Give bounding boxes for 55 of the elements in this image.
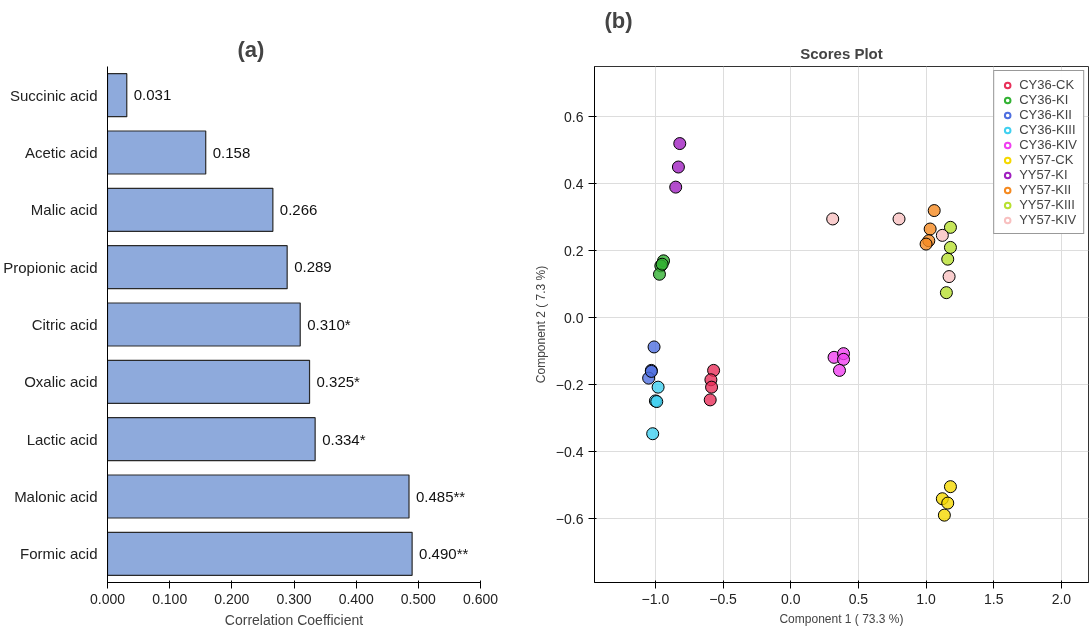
y-tick-label: Lactic acid — [26, 430, 98, 448]
legend-label: YY57-KIII — [1019, 197, 1075, 212]
x-tick-label: 0.100 — [152, 590, 188, 607]
legend-label: CY36-CK — [1019, 77, 1075, 92]
y-tick-label: Malic acid — [30, 201, 98, 219]
x-tick-label: −0.5 — [709, 590, 738, 607]
y-tick-label: Citric acid — [31, 316, 98, 333]
data-label: 0.289 — [294, 258, 332, 276]
x-tick-label: 0.600 — [462, 590, 499, 607]
legend-label: CY36-KIV — [1019, 137, 1077, 152]
y-tick-label: 0.4 — [564, 175, 584, 192]
x-tick-label: 2.0 — [1051, 590, 1072, 607]
y-tick-label: 0.0 — [564, 309, 584, 326]
x-tick-label: 0.5 — [848, 590, 869, 607]
y-tick-label: Acetic acid — [24, 144, 98, 161]
x-tick-label: 0.400 — [338, 590, 374, 607]
x-tick-label: 0.300 — [276, 590, 312, 607]
data-label: 0.266 — [279, 200, 318, 218]
x-tick-label: 0.0 — [781, 590, 801, 607]
y-tick-label: 0.2 — [564, 242, 584, 259]
legend-label: YY57-KI — [1019, 167, 1068, 182]
data-label: 0.490** — [419, 545, 469, 563]
chart-subtitle: Scores Plot — [800, 44, 883, 62]
data-label: 0.334* — [322, 430, 366, 448]
y-tick-label: −0.4 — [555, 443, 584, 460]
y-tick-label: Succinic acid — [9, 86, 98, 104]
x-axis-title: Correlation Coefficient — [224, 611, 364, 628]
legend-label: CY36-KIII — [1019, 122, 1076, 137]
y-tick-label: −0.6 — [555, 510, 584, 527]
data-label: 0.158 — [212, 143, 251, 161]
x-axis-title: Component 1 ( 73.3 %) — [779, 611, 904, 626]
x-tick-label: 1.0 — [916, 590, 937, 607]
y-tick-label: Oxalic acid — [24, 373, 98, 391]
y-tick-label: Formic acid — [19, 545, 98, 563]
data-label: 0.310* — [307, 316, 351, 333]
legend-label: CY36-KI — [1019, 92, 1069, 107]
x-tick-label: −1.0 — [641, 590, 670, 607]
x-tick-label: 1.5 — [984, 590, 1004, 607]
legend-label: YY57-CK — [1019, 152, 1074, 167]
data-label: 0.325* — [316, 373, 361, 391]
y-tick-label: Propionic acid — [3, 258, 98, 276]
chart-title: (a) — [237, 36, 265, 62]
legend-label: YY57-KII — [1019, 182, 1072, 197]
chart-title: (b) — [604, 7, 633, 33]
legend-label: YY57-KIV — [1019, 212, 1077, 227]
y-tick-label: 0.6 — [564, 108, 584, 125]
legend-label: CY36-KII — [1019, 107, 1072, 122]
x-tick-label: 0.200 — [214, 590, 250, 607]
y-tick-label: Malonic acid — [14, 488, 98, 505]
y-axis-title: Component 2 ( 7.3 %) — [533, 265, 548, 384]
data-label: 0.031 — [133, 86, 172, 104]
data-label: 0.485** — [416, 488, 466, 505]
x-tick-label: 0.000 — [89, 590, 126, 607]
x-tick-label: 0.500 — [400, 590, 437, 607]
y-tick-label: −0.2 — [555, 376, 584, 393]
